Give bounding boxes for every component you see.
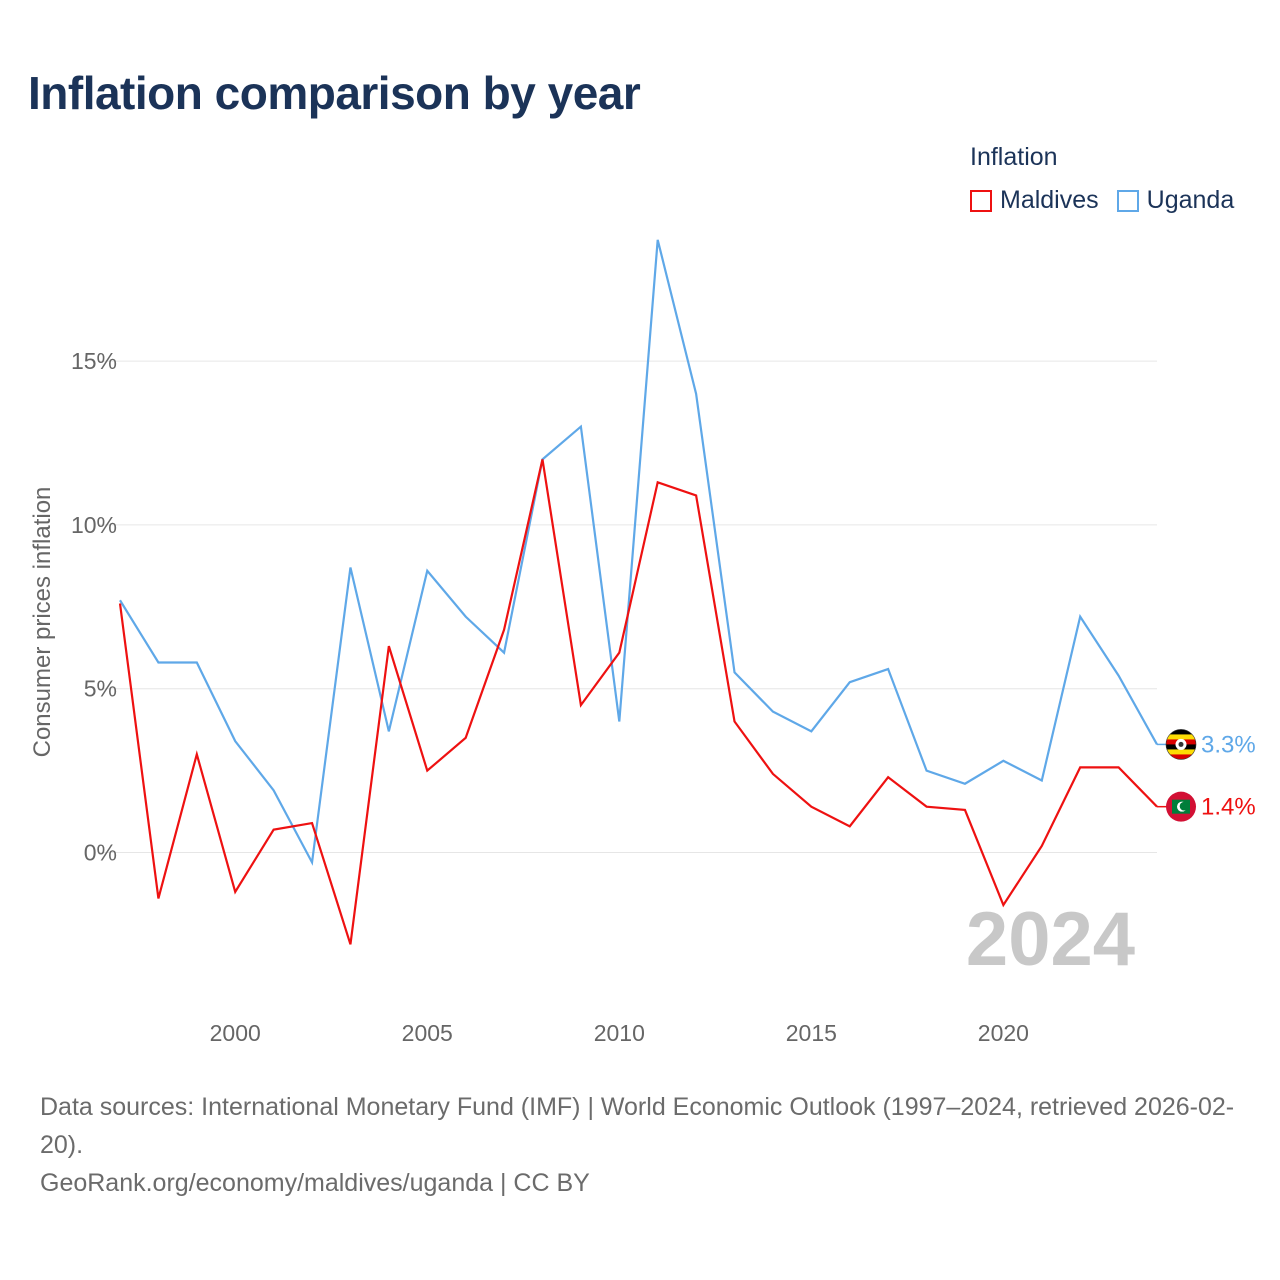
data-point-maldives[interactable] <box>384 641 394 651</box>
data-point-maldives[interactable] <box>1075 762 1085 772</box>
legend-item-maldives[interactable]: Maldives <box>970 186 1099 215</box>
data-point-maldives[interactable] <box>230 887 240 897</box>
data-point-maldives[interactable] <box>960 805 970 815</box>
data-point-uganda[interactable] <box>461 612 471 622</box>
data-point-maldives[interactable] <box>537 454 547 464</box>
data-point-uganda[interactable] <box>269 785 279 795</box>
data-point-maldives[interactable] <box>768 769 778 779</box>
legend-swatch-uganda <box>1116 189 1139 212</box>
data-point-uganda[interactable] <box>499 648 509 658</box>
data-point-maldives[interactable] <box>153 893 163 903</box>
data-sources: Data sources: International Monetary Fun… <box>40 1093 1235 1159</box>
data-point-maldives[interactable] <box>192 749 202 759</box>
legend-label-maldives: Maldives <box>1000 186 1099 214</box>
data-point-maldives[interactable] <box>115 599 125 609</box>
data-point-uganda[interactable] <box>691 389 701 399</box>
data-point-maldives[interactable] <box>269 825 279 835</box>
data-point-maldives[interactable] <box>499 625 509 635</box>
data-point-maldives[interactable] <box>806 802 816 812</box>
data-point-uganda[interactable] <box>384 726 394 736</box>
data-point-uganda[interactable] <box>922 766 932 776</box>
data-point-maldives[interactable] <box>653 477 663 487</box>
data-point-uganda[interactable] <box>845 677 855 687</box>
legend-label-uganda: Uganda <box>1146 186 1235 214</box>
series-line-maldives[interactable] <box>118 459 1158 945</box>
data-point-maldives[interactable] <box>422 766 432 776</box>
end-value-label-uganda: 3.3% <box>1201 731 1256 758</box>
data-point-maldives[interactable] <box>345 939 355 949</box>
legend-swatch-maldives <box>970 189 992 212</box>
x-tick-label: 2010 <box>594 1020 645 1046</box>
data-point-maldives[interactable] <box>307 818 317 828</box>
data-point-uganda[interactable] <box>806 726 816 736</box>
data-point-uganda[interactable] <box>1037 775 1047 785</box>
data-point-uganda[interactable] <box>960 779 970 789</box>
data-point-uganda[interactable] <box>768 707 778 717</box>
y-tick-label: 5% <box>84 676 117 702</box>
data-point-uganda[interactable] <box>345 562 355 572</box>
x-tick-label: 2015 <box>786 1020 837 1046</box>
data-point-uganda[interactable] <box>1114 671 1124 681</box>
data-point-uganda[interactable] <box>230 736 240 746</box>
data-point-maldives[interactable] <box>883 772 893 782</box>
data-point-maldives[interactable] <box>998 900 1008 910</box>
data-point-uganda[interactable] <box>653 235 663 245</box>
y-tick-label: 10% <box>71 512 117 538</box>
data-point-maldives[interactable] <box>922 802 932 812</box>
data-point-uganda[interactable] <box>307 857 317 867</box>
end-value-label-maldives: 1.4% <box>1201 794 1256 821</box>
data-point-maldives[interactable] <box>1037 841 1047 851</box>
x-tick-label: 2020 <box>978 1020 1029 1046</box>
y-tick-label: 0% <box>84 840 117 866</box>
data-point-maldives[interactable] <box>461 733 471 743</box>
y-tick-label: 15% <box>71 348 117 374</box>
data-point-uganda[interactable] <box>422 566 432 576</box>
legend-title: Inflation <box>970 143 1058 171</box>
maldives-flag-icon <box>1166 791 1196 822</box>
data-point-maldives[interactable] <box>691 490 701 500</box>
line-chart: 2024 Consumer prices inflation 0% 5% 10% 15… <box>29 235 1256 1046</box>
uganda-flag-icon <box>1165 729 1197 760</box>
data-point-uganda[interactable] <box>576 422 586 432</box>
series-line-uganda[interactable] <box>119 239 1158 866</box>
x-tick-label: 2005 <box>402 1020 453 1046</box>
data-point-uganda[interactable] <box>1075 612 1085 622</box>
data-point-maldives[interactable] <box>845 821 855 831</box>
chart-title: Inflation comparison by year <box>28 67 641 119</box>
data-point-maldives[interactable] <box>576 700 586 710</box>
footer: Data sources: International Monetary Fun… <box>40 1088 1250 1202</box>
data-point-uganda[interactable] <box>153 658 163 668</box>
data-point-uganda[interactable] <box>192 658 202 668</box>
data-point-uganda[interactable] <box>730 667 740 677</box>
data-point-maldives[interactable] <box>730 716 740 726</box>
legend-item-uganda[interactable]: Uganda <box>1116 186 1235 215</box>
year-watermark: 2024 <box>966 897 1135 982</box>
data-point-uganda[interactable] <box>883 664 893 674</box>
data-point-maldives[interactable] <box>614 648 624 658</box>
data-point-uganda[interactable] <box>998 756 1008 766</box>
data-point-maldives[interactable] <box>1114 762 1124 772</box>
legend: Inflation Maldives Uganda <box>970 143 1252 215</box>
credit-link[interactable]: GeoRank.org/economy/maldives/uganda | CC… <box>40 1169 590 1197</box>
data-point-uganda[interactable] <box>614 716 624 726</box>
x-tick-label: 2000 <box>210 1020 261 1046</box>
y-axis-label: Consumer prices inflation <box>29 487 56 758</box>
